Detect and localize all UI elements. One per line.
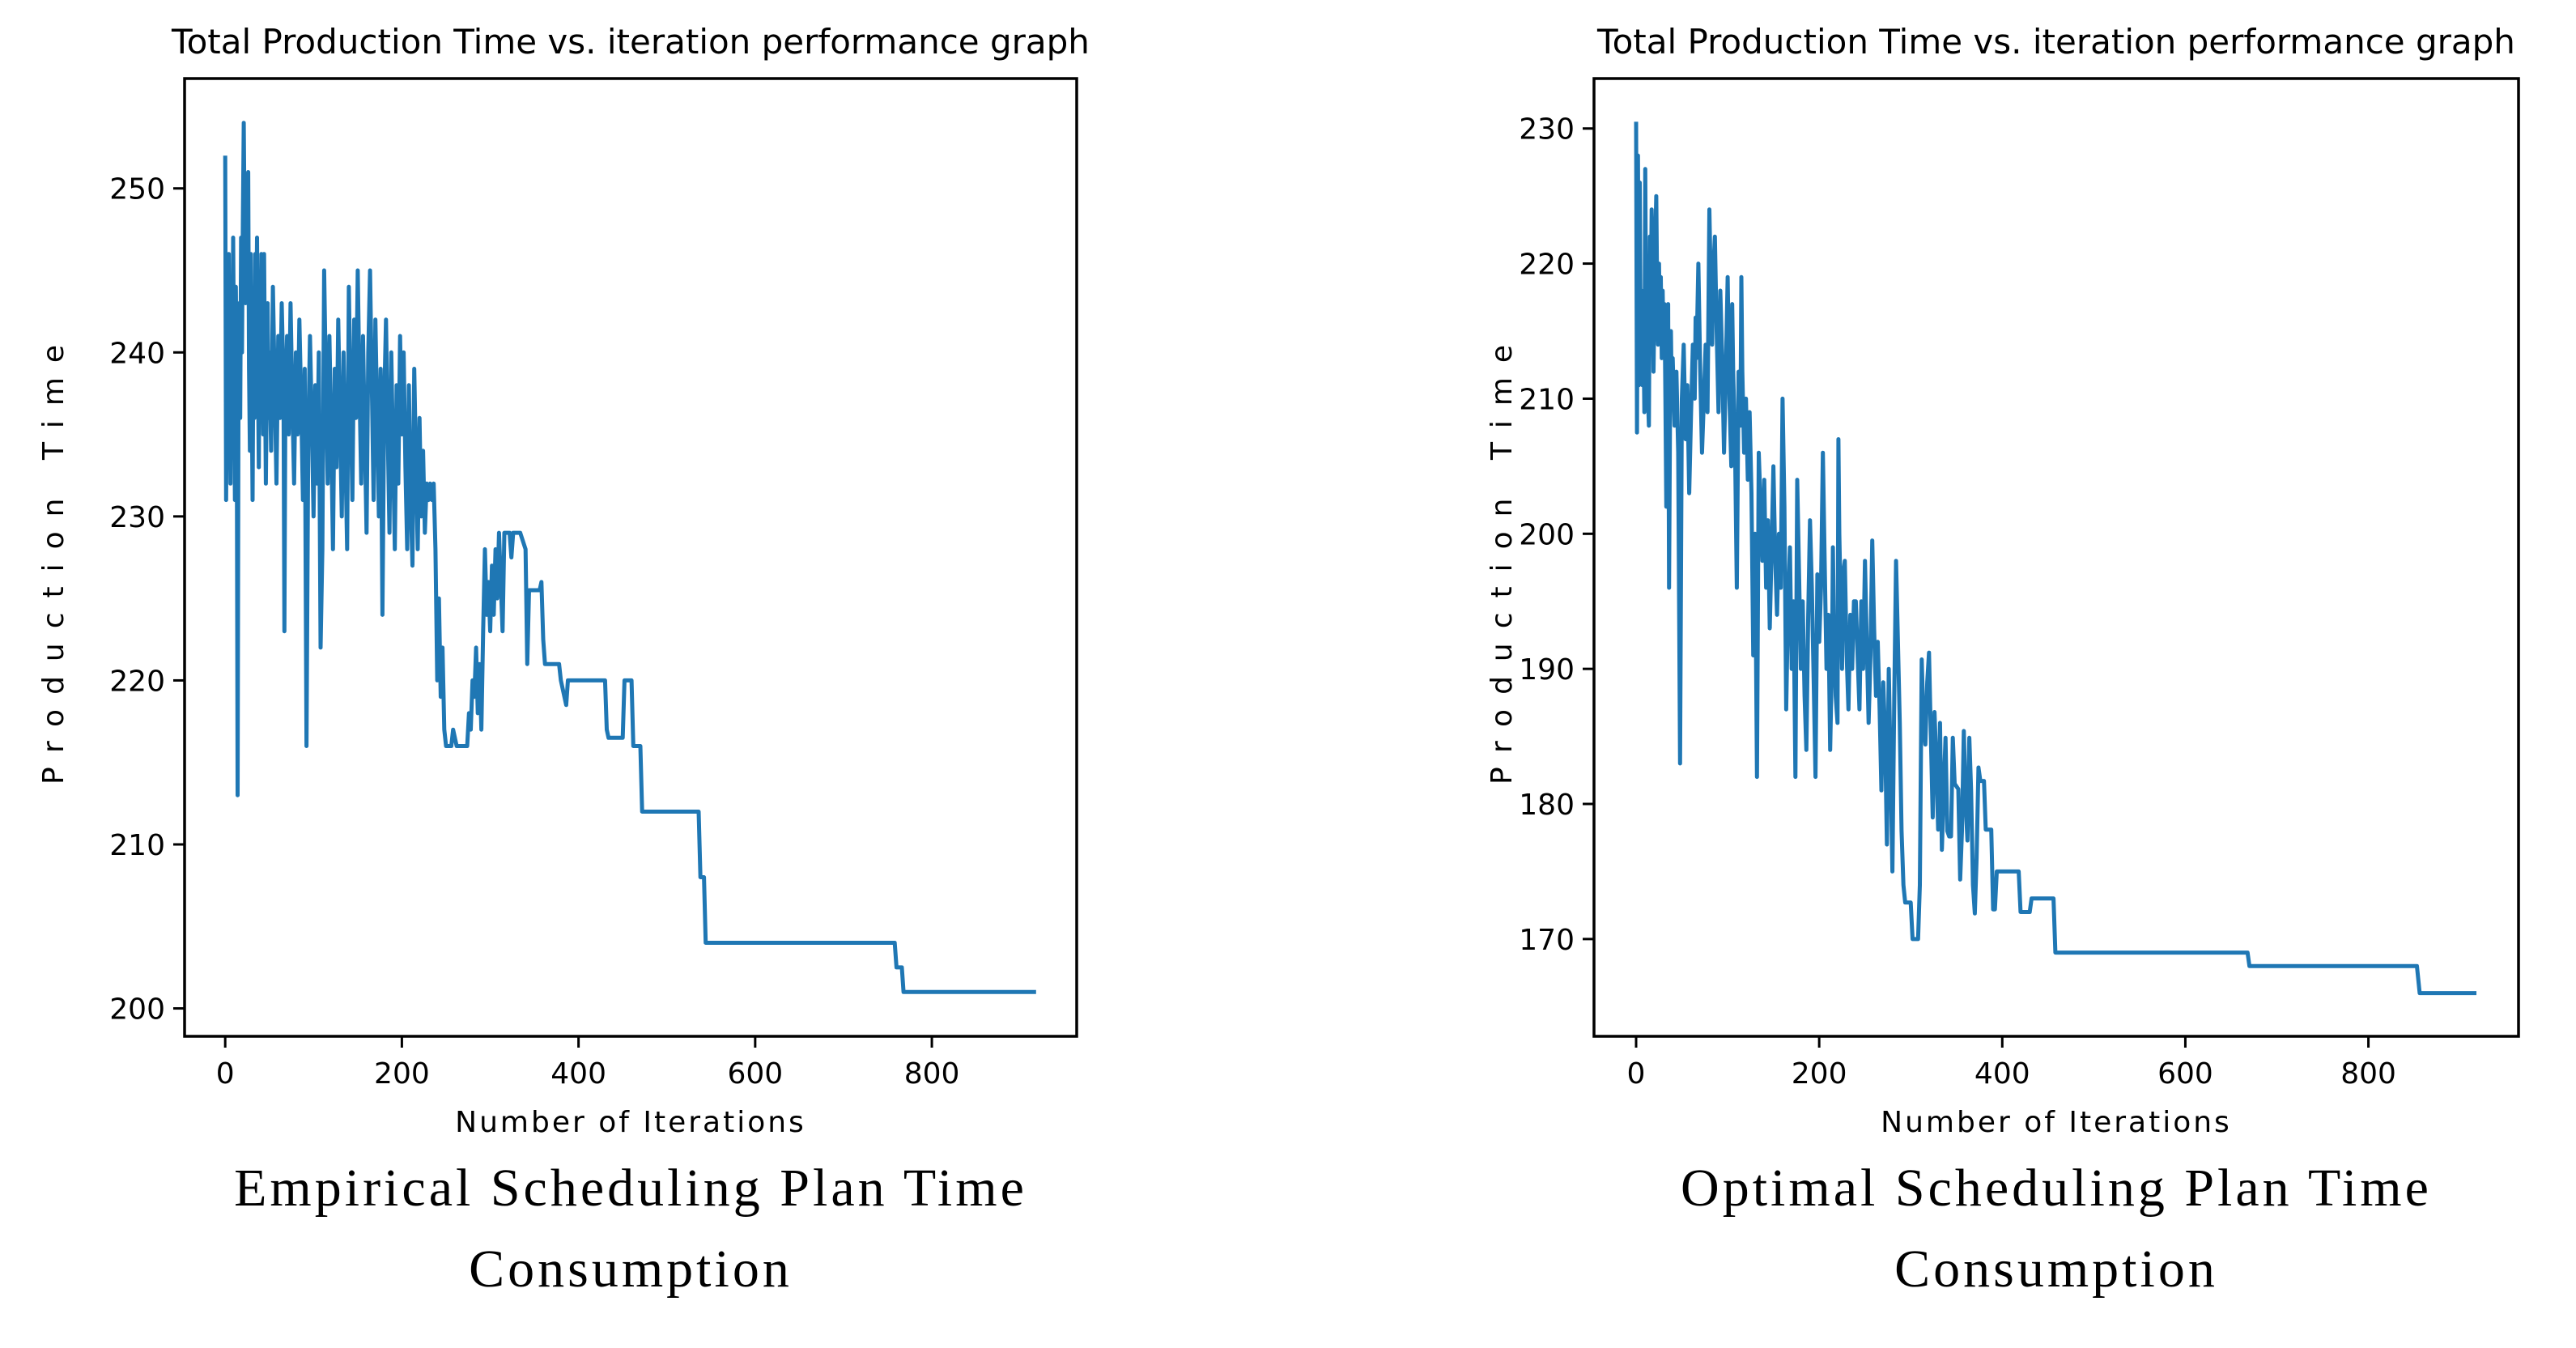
y-tick-label: 250 bbox=[109, 173, 165, 206]
empirical-caption: Empirical Scheduling Plan Time Consumpti… bbox=[64, 1148, 1197, 1310]
x-tick-label: 600 bbox=[2157, 1057, 2213, 1091]
optimal-caption: Optimal Scheduling Plan Time Consumption bbox=[1490, 1148, 2576, 1310]
optimal-figure: Total Production Time vs. iteration perf… bbox=[1288, 0, 2576, 1348]
x-tick-label: 0 bbox=[1627, 1057, 1646, 1091]
x-tick-label: 400 bbox=[1975, 1057, 2030, 1091]
y-tick-label: 200 bbox=[1519, 518, 1575, 551]
y-axis-label: Production Time bbox=[37, 330, 70, 785]
y-tick-label: 190 bbox=[1519, 653, 1575, 687]
empirical-figure: Total Production Time vs. iteration perf… bbox=[37, 22, 1197, 1310]
chart-title: Total Production Time vs. iteration perf… bbox=[1596, 22, 2515, 62]
y-tick-label: 210 bbox=[109, 829, 165, 862]
y-tick-label: 220 bbox=[109, 665, 165, 698]
production-time-line bbox=[1634, 121, 2476, 996]
caption-line: Empirical Scheduling Plan Time bbox=[234, 1159, 1027, 1218]
y-tick-label: 230 bbox=[109, 501, 165, 534]
x-axis-label: Number of Iterations bbox=[1881, 1106, 2232, 1139]
plot-border bbox=[1592, 77, 2520, 1038]
x-tick-label: 400 bbox=[550, 1057, 606, 1091]
x-tick-label: 200 bbox=[374, 1057, 430, 1091]
x-axis-label: Number of Iterations bbox=[455, 1106, 806, 1139]
caption-line: Consumption bbox=[469, 1240, 793, 1299]
y-tick-label: 180 bbox=[1519, 789, 1575, 822]
caption-line: Optimal Scheduling Plan Time bbox=[1681, 1159, 2432, 1218]
chart-title: Total Production Time vs. iteration perf… bbox=[171, 22, 1090, 62]
x-tick-label: 600 bbox=[727, 1057, 783, 1091]
y-tick-label: 240 bbox=[109, 337, 165, 370]
x-tick-label: 800 bbox=[904, 1057, 960, 1091]
x-tick-label: 200 bbox=[1792, 1057, 1847, 1091]
y-tick-label: 220 bbox=[1519, 249, 1575, 282]
y-tick-label: 170 bbox=[1519, 924, 1575, 957]
optimal-chart-canvas: Total Production Time vs. iteration perf… bbox=[1486, 22, 2520, 1139]
y-tick-label: 230 bbox=[1519, 113, 1575, 147]
caption-line: Consumption bbox=[1894, 1240, 2218, 1299]
y-tick-label: 210 bbox=[1519, 383, 1575, 416]
x-tick-label: 800 bbox=[2340, 1057, 2396, 1091]
plot-border bbox=[183, 77, 1078, 1038]
empirical-chart-canvas: Total Production Time vs. iteration perf… bbox=[37, 22, 1090, 1139]
production-time-line bbox=[223, 121, 1036, 994]
x-tick-label: 0 bbox=[216, 1057, 235, 1091]
y-tick-label: 200 bbox=[109, 993, 165, 1027]
y-axis-label: Production Time bbox=[1486, 330, 1519, 785]
